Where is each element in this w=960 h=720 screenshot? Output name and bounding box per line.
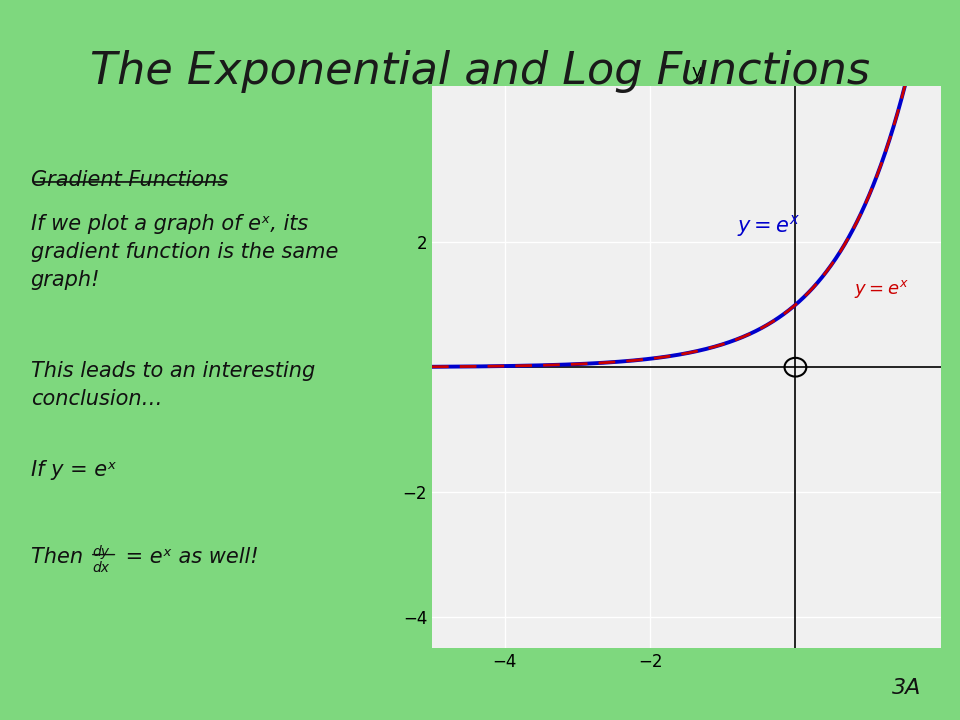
Text: 3A: 3A (892, 678, 922, 698)
Text: Gradient Functions: Gradient Functions (31, 170, 228, 190)
Text: $y = e^x$: $y = e^x$ (854, 278, 909, 300)
Text: Then: Then (31, 547, 89, 567)
Text: If y = eˣ: If y = eˣ (31, 460, 116, 480)
Text: This leads to an interesting
conclusion…: This leads to an interesting conclusion… (31, 361, 315, 410)
Text: dx: dx (92, 561, 109, 575)
Text: dy: dy (92, 545, 109, 559)
Text: = eˣ as well!: = eˣ as well! (119, 547, 259, 567)
Text: If we plot a graph of eˣ, its
gradient function is the same
graph!: If we plot a graph of eˣ, its gradient f… (31, 214, 338, 289)
Text: $y = e^x$: $y = e^x$ (737, 213, 801, 239)
Text: The Exponential and Log Functions: The Exponential and Log Functions (90, 50, 870, 94)
Text: y: y (691, 63, 702, 81)
